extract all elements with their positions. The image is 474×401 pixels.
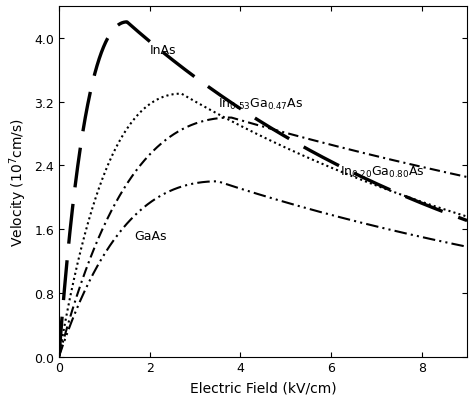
Text: In$_{0.53}$Ga$_{0.47}$As: In$_{0.53}$Ga$_{0.47}$As [218, 96, 303, 111]
Y-axis label: Velocity (10$^7$cm/s): Velocity (10$^7$cm/s) [7, 117, 28, 246]
Text: GaAs: GaAs [134, 229, 166, 242]
Text: InAs: InAs [150, 44, 176, 57]
X-axis label: Electric Field (kV/cm): Electric Field (kV/cm) [190, 380, 337, 394]
Text: In$_{0.20}$Ga$_{0.80}$As: In$_{0.20}$Ga$_{0.80}$As [340, 165, 425, 180]
